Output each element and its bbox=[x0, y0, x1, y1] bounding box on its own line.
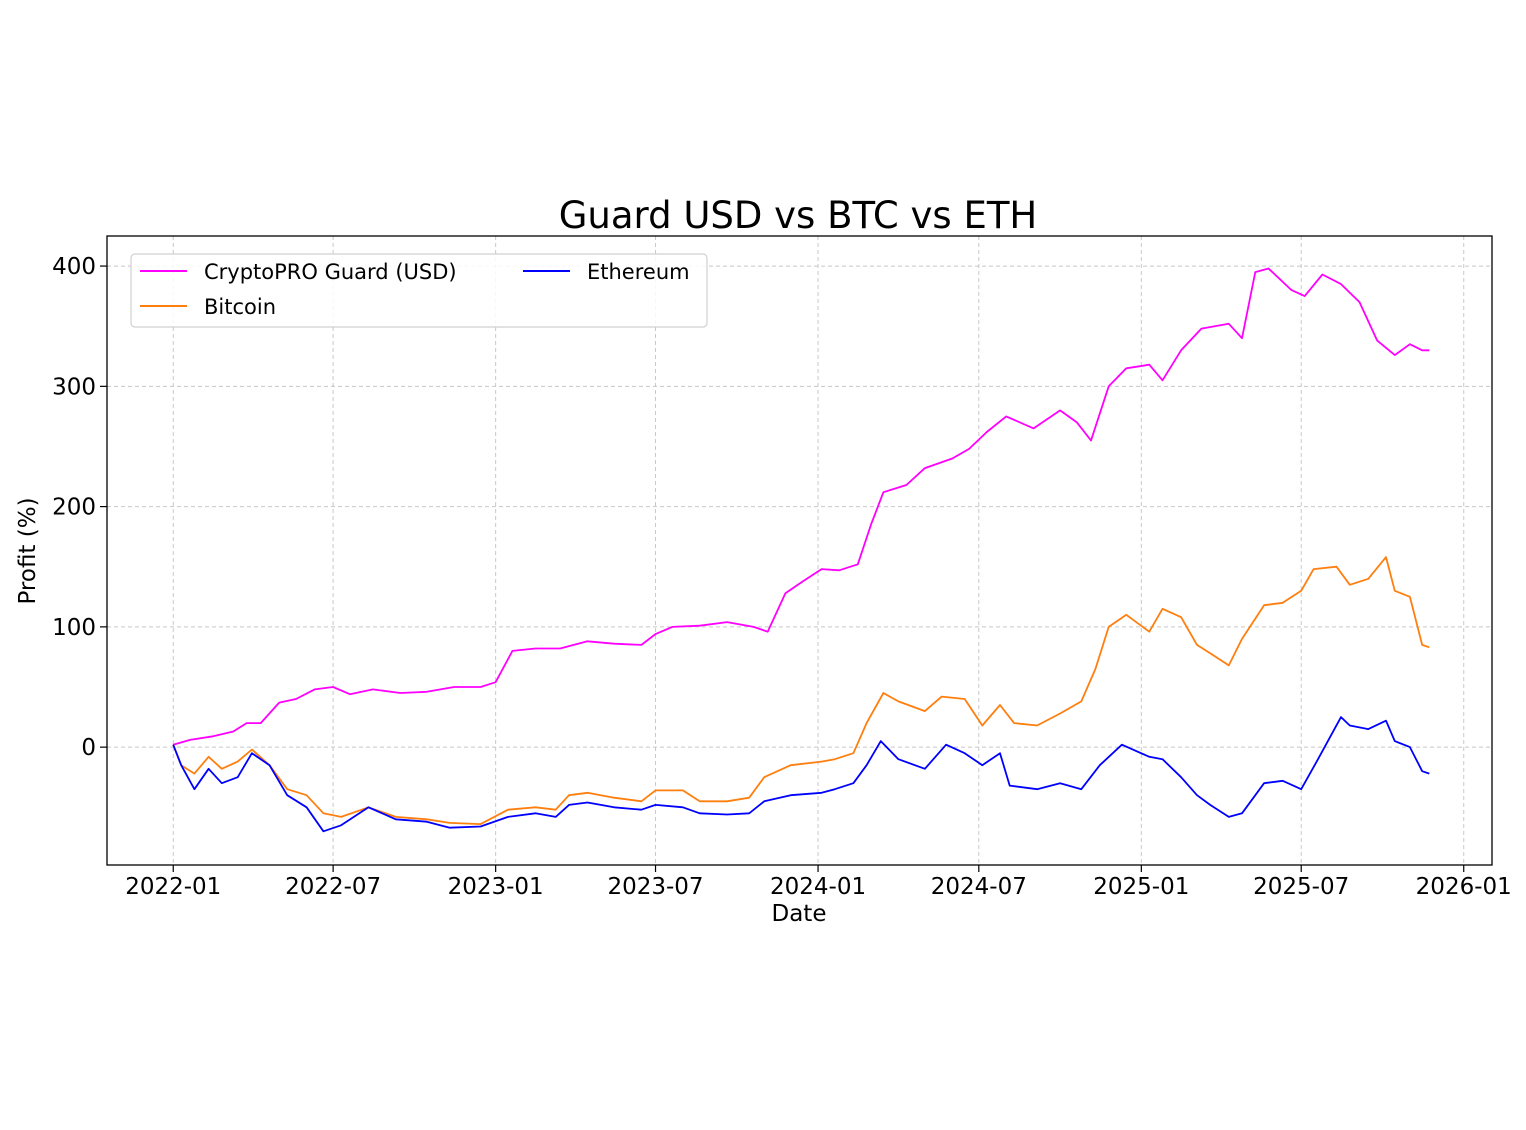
legend: CryptoPRO Guard (USD) Bitcoin Ethereum bbox=[130, 253, 708, 328]
x-tick-label: 2023-01 bbox=[448, 874, 544, 900]
x-tick-label: 2025-01 bbox=[1093, 874, 1189, 900]
series-line-guard bbox=[172, 267, 1430, 746]
x-tick-label: 2024-01 bbox=[770, 874, 866, 900]
x-axis: 2022-01 2022-07 2023-01 2023-07 2024-01 2024-… bbox=[125, 865, 1512, 900]
legend-box bbox=[130, 253, 708, 328]
x-tick-label: 2025-07 bbox=[1253, 874, 1349, 900]
y-axis: 0 100 200 300 400 bbox=[52, 254, 107, 761]
y-axis-label: Profit (%) bbox=[15, 497, 41, 604]
y-tick-label: 400 bbox=[52, 254, 96, 280]
legend-label-bitcoin: Bitcoin bbox=[204, 295, 276, 319]
series-line-ethereum bbox=[172, 716, 1430, 833]
x-tick-label: 2022-01 bbox=[125, 874, 221, 900]
x-tick-label: 2026-01 bbox=[1416, 874, 1512, 900]
x-axis-label: Date bbox=[772, 901, 827, 927]
y-tick-label: 300 bbox=[52, 374, 96, 400]
y-tick-label: 200 bbox=[52, 495, 96, 521]
legend-label-guard: CryptoPRO Guard (USD) bbox=[204, 260, 457, 284]
x-tick-label: 2022-07 bbox=[285, 874, 381, 900]
series-line-bitcoin bbox=[172, 556, 1430, 825]
legend-label-ethereum: Ethereum bbox=[587, 260, 690, 284]
series-group bbox=[172, 267, 1430, 833]
y-tick-label: 100 bbox=[52, 615, 96, 641]
chart-title: Guard USD vs BTC vs ETH bbox=[559, 194, 1038, 237]
plot-frame bbox=[106, 235, 1493, 866]
grid bbox=[107, 236, 1492, 865]
y-tick-label: 0 bbox=[81, 735, 96, 761]
x-tick-label: 2024-07 bbox=[931, 874, 1027, 900]
x-tick-label: 2023-07 bbox=[607, 874, 703, 900]
